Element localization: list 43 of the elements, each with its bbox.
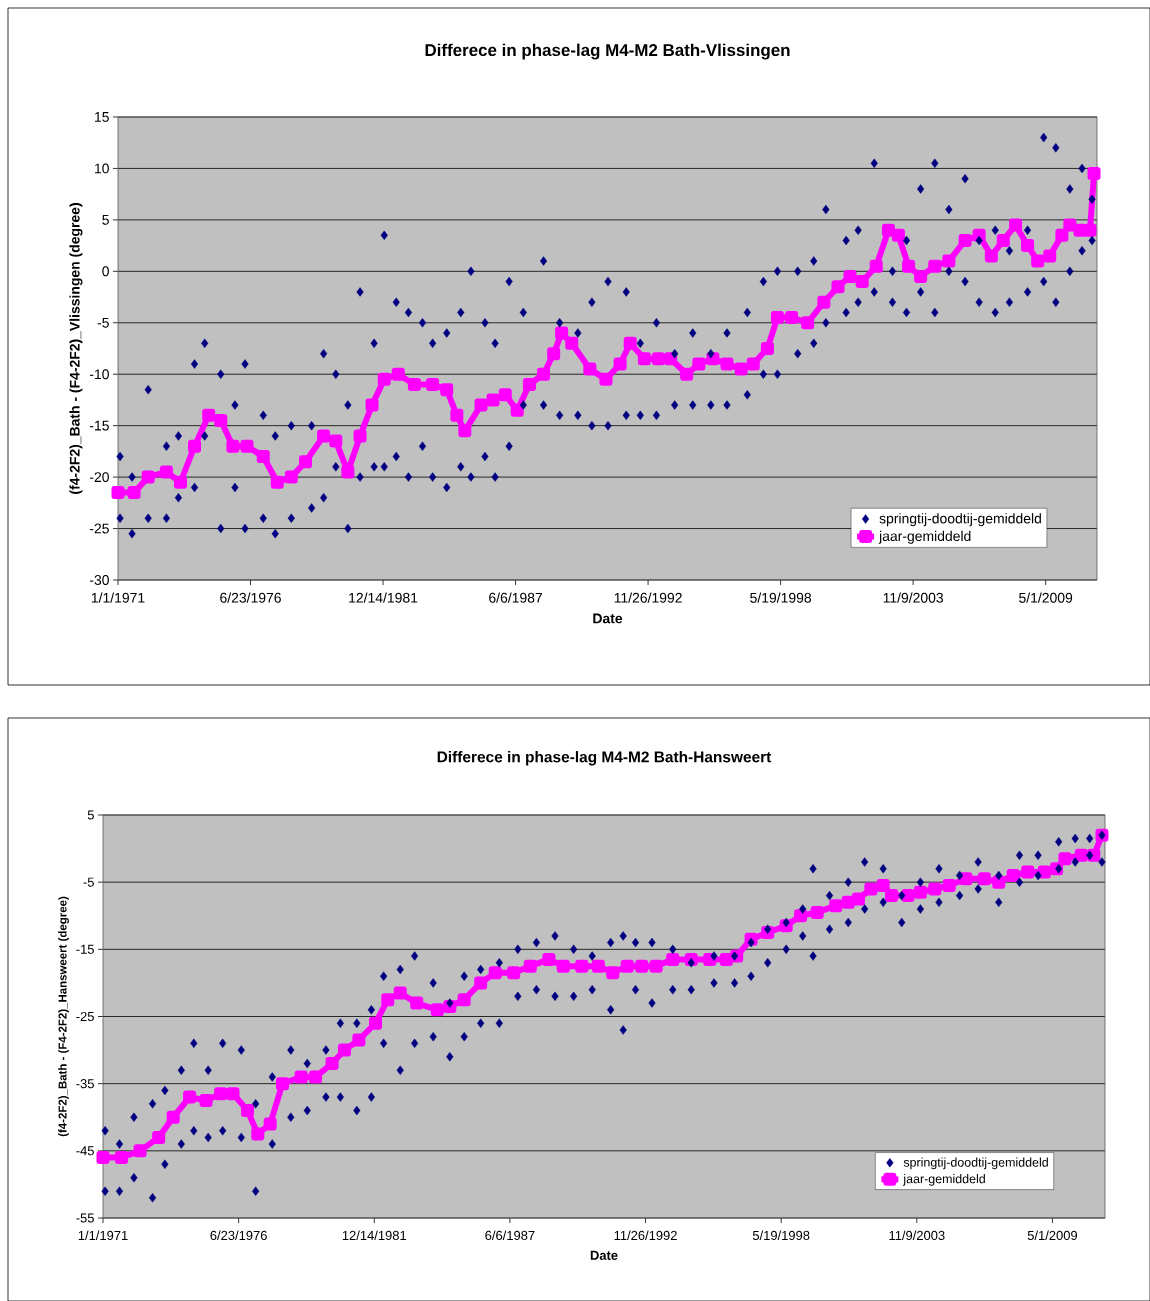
- x-tick-label: 5/1/2009: [1027, 1230, 1078, 1241]
- x-tick-label: 11/9/2003: [889, 1230, 945, 1241]
- y-tick-label: -25: [89, 523, 109, 534]
- y-tick-label: 15: [95, 112, 109, 122]
- legend-label: springtij-doodtij-gemiddeld: [879, 513, 1041, 527]
- legend-label: jaar-gemiddeld: [903, 1174, 985, 1186]
- y-tick-label: -20: [89, 472, 109, 483]
- y-tick-label: -15: [89, 420, 109, 431]
- y-tick-label: -5: [83, 877, 94, 887]
- x-tick-label: 6/6/1987: [489, 592, 543, 603]
- y-axis-title: (f4-2F2)_Bath - (F4-2F2)_Vlissingen (degree): [69, 203, 83, 494]
- y-tick-label: 5: [102, 215, 109, 225]
- x-tick-label: 6/23/1976: [210, 1230, 267, 1241]
- x-tick-label: 11/26/1992: [614, 1230, 677, 1241]
- chart-title: Differece in phase-lag M4-M2 Bath-Vlissingen: [425, 43, 790, 60]
- y-tick-label: -25: [76, 1011, 94, 1022]
- x-tick-label: 5/1/2009: [1019, 592, 1073, 603]
- y-tick-label: -45: [76, 1146, 94, 1156]
- chart-title: Differece in phase-lag M4-M2 Bath-Hansweert: [437, 751, 772, 766]
- y-tick-label: -15: [76, 944, 94, 954]
- x-axis-title: Date: [593, 613, 623, 624]
- x-tick-label: 12/14/1981: [349, 592, 418, 603]
- x-tick-label: 11/9/2003: [883, 592, 944, 603]
- x-tick-label: 1/1/1971: [91, 592, 145, 603]
- y-tick-label: 5: [87, 810, 94, 820]
- x-tick-label: 6/23/1976: [220, 592, 281, 603]
- x-tick-label: 5/19/1998: [752, 1230, 810, 1241]
- y-tick-label: -30: [89, 575, 109, 585]
- x-tick-label: 11/26/1992: [614, 592, 682, 603]
- y-tick-label: -10: [89, 369, 109, 380]
- y-tick-label: -35: [76, 1079, 94, 1089]
- legend-label: springtij-doodtij-gemiddeld: [903, 1157, 1048, 1170]
- x-tick-label: 6/6/1987: [485, 1230, 535, 1241]
- y-axis-title: (f4-2F2)_Bath - (F4-2F2)_Hansweert (degree): [58, 896, 69, 1137]
- x-tick-label: 5/19/1998: [750, 592, 812, 603]
- x-tick-label: 12/14/1981: [342, 1230, 407, 1241]
- y-tick-label: 0: [102, 266, 109, 277]
- legend-label: jaar-gemiddeld: [878, 530, 971, 544]
- x-axis-title: Date: [590, 1250, 618, 1260]
- x-tick-label: 1/1/1971: [78, 1230, 128, 1241]
- y-tick-label: -5: [97, 317, 109, 328]
- y-tick-label: 10: [95, 163, 109, 174]
- y-tick-label: -55: [76, 1213, 94, 1223]
